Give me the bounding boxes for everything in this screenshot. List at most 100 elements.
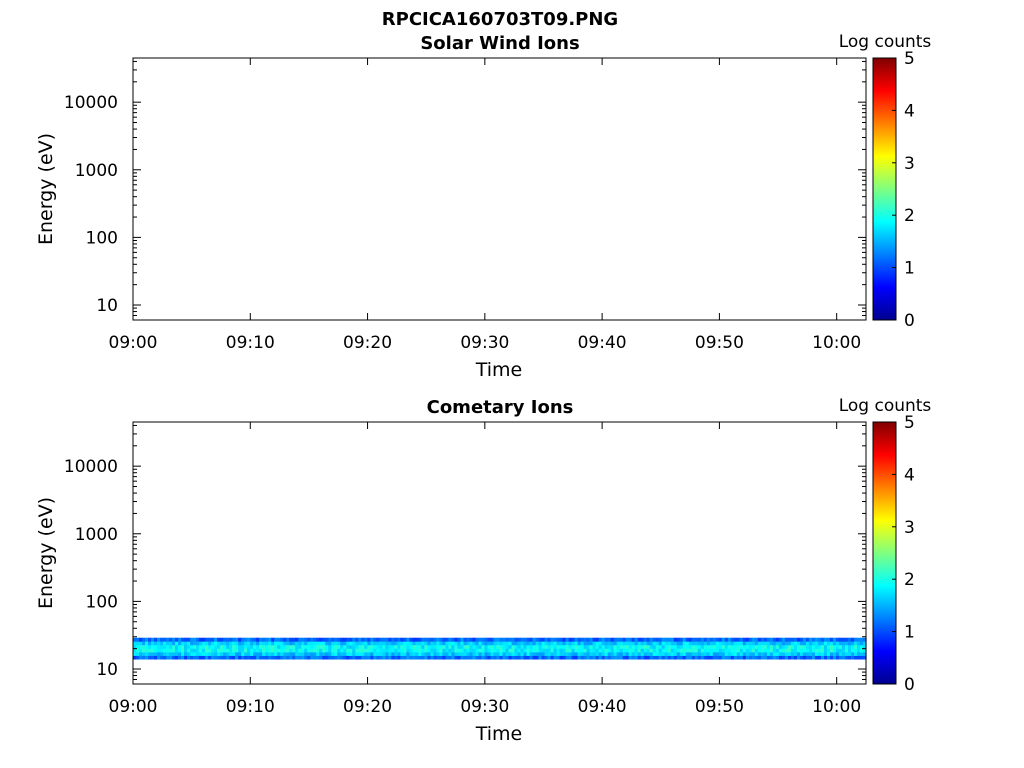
heatmap-cell: [514, 648, 519, 653]
heatmap-cell: [739, 641, 744, 646]
heatmap-cell: [163, 644, 167, 649]
heatmap-cell: [652, 655, 657, 660]
heatmap-cell: [703, 655, 708, 660]
heatmap-cell: [250, 637, 254, 642]
heatmap-cell: [301, 637, 305, 642]
heatmap-cell: [550, 651, 555, 656]
heatmap-cell: [835, 655, 840, 660]
heatmap-cell: [196, 637, 200, 642]
heatmap-cell: [163, 651, 167, 656]
heatmap-cell: [676, 655, 681, 660]
heatmap-cell: [310, 648, 314, 653]
heatmap-cell: [781, 637, 786, 642]
heatmap-cell: [637, 644, 642, 649]
heatmap-cell: [766, 648, 771, 653]
heatmap-cell: [835, 644, 840, 649]
heatmap-cell: [274, 641, 278, 646]
heatmap-cell: [673, 655, 678, 660]
heatmap-cell: [472, 637, 477, 642]
heatmap-cell: [718, 655, 723, 660]
heatmap-cell: [379, 648, 383, 653]
heatmap-cell: [247, 644, 251, 649]
heatmap-cell: [661, 641, 666, 646]
heatmap-cell: [421, 637, 425, 642]
heatmap-cell: [454, 655, 459, 660]
heatmap-cell: [472, 641, 477, 646]
heatmap-cell: [553, 655, 558, 660]
heatmap-cell: [433, 641, 438, 646]
heatmap-cell: [514, 641, 519, 646]
x-tick-label: 09:40: [578, 333, 627, 353]
heatmap-cell: [457, 655, 462, 660]
heatmap-cell: [400, 644, 404, 649]
heatmap-cell: [829, 651, 834, 656]
heatmap-cell: [643, 641, 648, 646]
heatmap-cell: [574, 637, 579, 642]
heatmap-cell: [484, 648, 489, 653]
heatmap-cell: [259, 637, 263, 642]
heatmap-cell: [850, 641, 855, 646]
heatmap-cell: [763, 651, 768, 656]
heatmap-cell: [556, 637, 561, 642]
heatmap-cell: [220, 641, 224, 646]
heatmap-cell: [136, 651, 140, 656]
heatmap-cell: [748, 644, 753, 649]
heatmap-cell: [325, 641, 329, 646]
heatmap-cell: [337, 644, 341, 649]
heatmap-cell: [148, 651, 152, 656]
heatmap-cell: [346, 641, 350, 646]
heatmap-cell: [142, 651, 146, 656]
heatmap-cell: [628, 641, 633, 646]
heatmap-cell: [307, 648, 311, 653]
heatmap-cell: [409, 655, 413, 660]
heatmap-cell: [748, 637, 753, 642]
heatmap-cell: [259, 641, 263, 646]
heatmap-cell: [343, 641, 347, 646]
heatmap-cell: [355, 651, 359, 656]
heatmap-cell: [763, 648, 768, 653]
heatmap-cell: [811, 651, 816, 656]
heatmap-cell: [430, 644, 435, 649]
heatmap-cell: [697, 637, 702, 642]
heatmap-cell: [760, 655, 765, 660]
heatmap-cell: [445, 637, 450, 642]
heatmap-cell: [832, 637, 837, 642]
heatmap-cell: [316, 651, 320, 656]
heatmap-cell: [172, 651, 176, 656]
heatmap-cell: [220, 655, 224, 660]
heatmap-cell: [151, 637, 155, 642]
heatmap-cell: [166, 637, 170, 642]
heatmap-cell: [700, 648, 705, 653]
heatmap-cell: [346, 644, 350, 649]
heatmap-cell: [688, 655, 693, 660]
heatmap-cell: [685, 641, 690, 646]
heatmap-cell: [205, 651, 209, 656]
heatmap-cell: [643, 637, 648, 642]
heatmap-cell: [145, 644, 149, 649]
heatmap-cell: [427, 637, 431, 642]
heatmap-cell: [625, 637, 630, 642]
heatmap-cell: [766, 651, 771, 656]
heatmap-cell: [325, 637, 329, 642]
heatmap-cell: [241, 651, 245, 656]
heatmap-cell: [580, 648, 585, 653]
heatmap-cell: [322, 655, 326, 660]
heatmap-cell: [217, 637, 221, 642]
heatmap-cell: [151, 641, 155, 646]
heatmap-cell: [733, 644, 738, 649]
heatmap-cell: [592, 655, 597, 660]
heatmap-cell: [136, 648, 140, 653]
heatmap-cell: [382, 655, 386, 660]
heatmap-cell: [577, 648, 582, 653]
heatmap-cell: [157, 651, 161, 656]
heatmap-cell: [241, 637, 245, 642]
heatmap-cell: [736, 637, 741, 642]
heatmap-cell: [607, 651, 612, 656]
heatmap-cell: [361, 651, 365, 656]
heatmap-cell: [439, 641, 444, 646]
heatmap-cell: [637, 651, 642, 656]
heatmap-cell: [280, 637, 284, 642]
heatmap-cell: [829, 641, 834, 646]
heatmap-cell: [403, 651, 407, 656]
heatmap-cell: [403, 648, 407, 653]
